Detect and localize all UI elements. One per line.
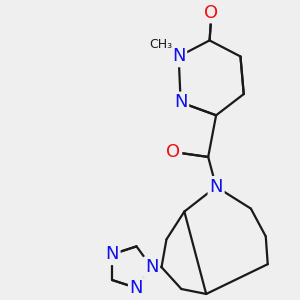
Text: N: N [209,178,223,196]
Text: N: N [172,47,185,65]
Text: N: N [130,279,143,297]
Text: O: O [167,143,181,161]
Text: N: N [145,258,158,276]
Text: N: N [174,93,188,111]
Text: N: N [105,245,119,263]
Text: O: O [205,4,219,22]
Text: CH₃: CH₃ [149,38,172,51]
